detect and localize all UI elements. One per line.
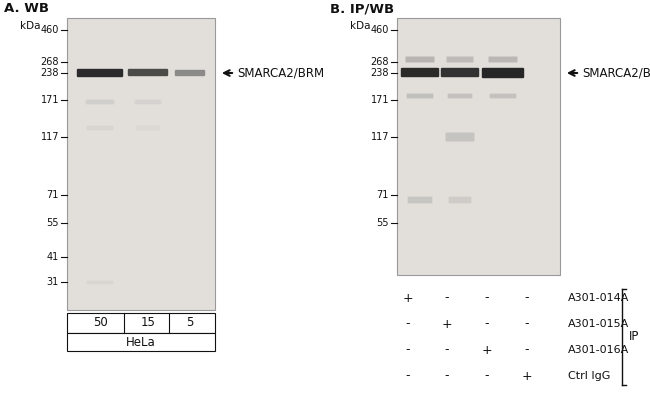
Bar bbox=[67, 333, 215, 351]
Text: HeLa: HeLa bbox=[126, 336, 156, 349]
Text: SMARCA2/BRM: SMARCA2/BRM bbox=[237, 66, 324, 79]
FancyBboxPatch shape bbox=[407, 94, 434, 98]
Text: -: - bbox=[485, 369, 489, 382]
Text: 15: 15 bbox=[140, 316, 155, 329]
Text: -: - bbox=[485, 292, 489, 305]
FancyBboxPatch shape bbox=[86, 99, 114, 105]
Text: A301-014A: A301-014A bbox=[568, 293, 629, 303]
FancyBboxPatch shape bbox=[406, 57, 434, 62]
FancyBboxPatch shape bbox=[448, 196, 471, 204]
Text: A. WB: A. WB bbox=[4, 2, 49, 15]
Text: 117: 117 bbox=[370, 132, 389, 142]
Text: 460: 460 bbox=[40, 25, 59, 35]
Text: -: - bbox=[485, 318, 489, 331]
Text: IP: IP bbox=[629, 331, 640, 343]
FancyBboxPatch shape bbox=[135, 99, 161, 105]
Text: -: - bbox=[445, 369, 449, 382]
Text: 171: 171 bbox=[370, 95, 389, 105]
Text: 50: 50 bbox=[92, 316, 107, 329]
Text: Ctrl IgG: Ctrl IgG bbox=[568, 371, 610, 381]
Text: -: - bbox=[525, 292, 529, 305]
FancyBboxPatch shape bbox=[482, 68, 524, 78]
Text: 55: 55 bbox=[47, 218, 59, 228]
Text: -: - bbox=[406, 369, 410, 382]
Text: 171: 171 bbox=[40, 95, 59, 105]
Text: kDa: kDa bbox=[20, 21, 40, 31]
FancyBboxPatch shape bbox=[77, 69, 124, 77]
Text: SMARCA2/BRM: SMARCA2/BRM bbox=[582, 66, 650, 79]
Text: -: - bbox=[525, 318, 529, 331]
Text: 460: 460 bbox=[370, 25, 389, 35]
FancyBboxPatch shape bbox=[401, 68, 439, 77]
FancyBboxPatch shape bbox=[448, 94, 473, 98]
Text: B. IP/WB: B. IP/WB bbox=[330, 2, 394, 15]
Text: -: - bbox=[406, 318, 410, 331]
Bar bbox=[67, 18, 215, 310]
Text: 71: 71 bbox=[376, 190, 389, 200]
Text: +: + bbox=[482, 343, 492, 356]
Text: 55: 55 bbox=[376, 218, 389, 228]
FancyBboxPatch shape bbox=[441, 68, 479, 77]
Text: +: + bbox=[442, 318, 452, 331]
FancyBboxPatch shape bbox=[447, 57, 473, 62]
Text: 5: 5 bbox=[187, 316, 194, 329]
Text: 238: 238 bbox=[40, 68, 59, 78]
Text: +: + bbox=[522, 369, 532, 382]
Text: -: - bbox=[445, 343, 449, 356]
Text: -: - bbox=[445, 292, 449, 305]
Text: A301-015A: A301-015A bbox=[568, 319, 629, 329]
Text: 31: 31 bbox=[47, 277, 59, 287]
Text: -: - bbox=[406, 343, 410, 356]
Text: kDa: kDa bbox=[350, 21, 370, 31]
Bar bbox=[67, 313, 215, 333]
Text: 41: 41 bbox=[47, 252, 59, 262]
Text: 238: 238 bbox=[370, 68, 389, 78]
Text: +: + bbox=[403, 292, 413, 305]
Text: -: - bbox=[525, 343, 529, 356]
Text: 117: 117 bbox=[40, 132, 59, 142]
Text: 268: 268 bbox=[370, 57, 389, 67]
Text: 268: 268 bbox=[40, 57, 59, 67]
Text: A301-016A: A301-016A bbox=[568, 345, 629, 355]
FancyBboxPatch shape bbox=[86, 281, 113, 284]
FancyBboxPatch shape bbox=[175, 70, 205, 76]
FancyBboxPatch shape bbox=[136, 126, 161, 130]
FancyBboxPatch shape bbox=[489, 94, 516, 98]
Text: 71: 71 bbox=[47, 190, 59, 200]
FancyBboxPatch shape bbox=[408, 196, 432, 204]
FancyBboxPatch shape bbox=[128, 69, 168, 76]
FancyBboxPatch shape bbox=[86, 126, 113, 130]
FancyBboxPatch shape bbox=[489, 57, 517, 62]
FancyBboxPatch shape bbox=[445, 132, 474, 141]
Bar bbox=[397, 18, 560, 275]
